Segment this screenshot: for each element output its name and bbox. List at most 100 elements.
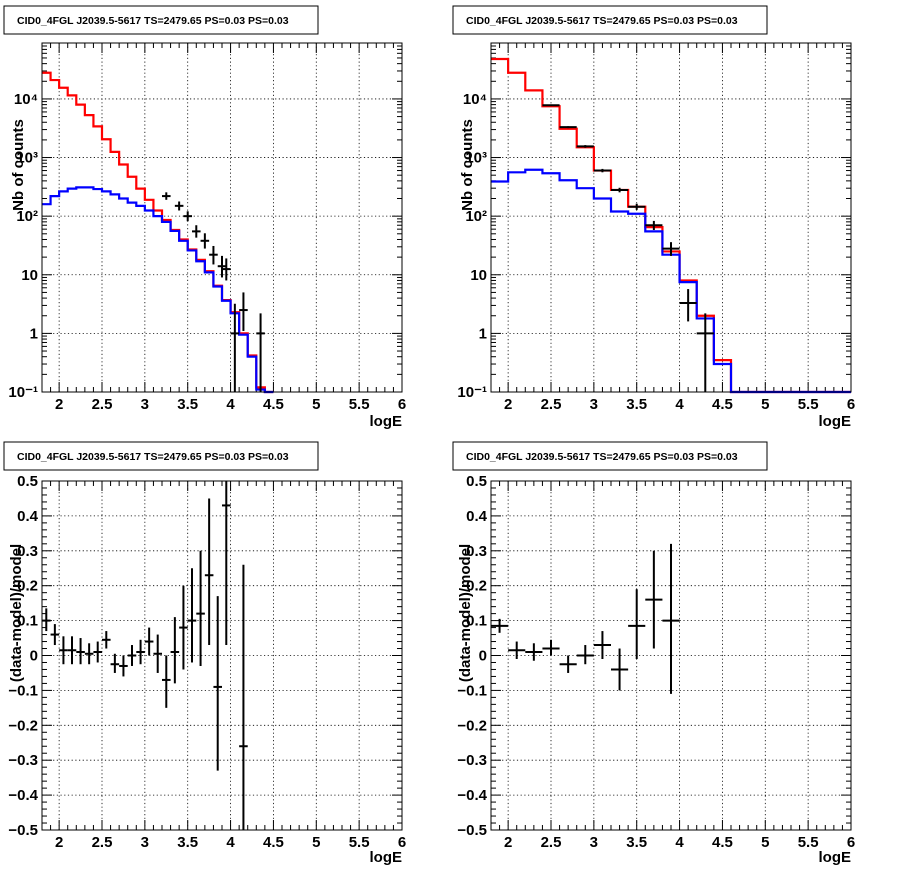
- y-tick-label: −0.2: [8, 717, 38, 734]
- x-tick-label: 6: [847, 834, 855, 851]
- data-point: [192, 225, 201, 238]
- y-tick-label: 0: [30, 648, 38, 665]
- data-point: [239, 292, 248, 331]
- panel-title: CID0_4FGL J2039.5-5617 TS=2479.65 PS=0.0…: [17, 451, 289, 463]
- x-tick-label: 3.5: [626, 834, 647, 851]
- y-tick-label: −0.3: [8, 752, 38, 769]
- data-point: [42, 608, 51, 632]
- x-tick-label: 2.5: [541, 396, 562, 413]
- x-tick-label: 5.5: [349, 834, 370, 851]
- data-point: [196, 550, 205, 666]
- data-point: [209, 245, 218, 265]
- data-point: [84, 643, 94, 665]
- y-tick-label: 10⁻¹: [457, 384, 487, 401]
- y-tick-label: −0.1: [457, 682, 487, 699]
- data-point: [611, 187, 629, 193]
- plot-frame: [490, 42, 852, 393]
- x-tick-label: 3: [141, 396, 149, 413]
- y-tick-label: 1: [30, 325, 38, 342]
- data-point: [67, 636, 77, 665]
- panel-title-box: [3, 5, 319, 35]
- data-point: [491, 618, 509, 633]
- data-point: [102, 631, 111, 649]
- data-point: [628, 589, 646, 659]
- data-point: [110, 653, 120, 673]
- y-tick-label: 10⁴: [14, 91, 38, 108]
- x-tick-label: 3.5: [177, 396, 198, 413]
- x-tick-label: 4.5: [712, 396, 733, 413]
- data-point: [662, 543, 680, 694]
- data-point: [542, 104, 560, 107]
- x-tick-label: 2: [504, 396, 512, 413]
- x-tick-label: 4.5: [712, 834, 733, 851]
- data-point: [162, 192, 171, 200]
- x-tick-label: 5: [761, 834, 769, 851]
- data-point: [174, 201, 184, 211]
- data-point: [525, 643, 543, 661]
- y-tick-label: 10⁻¹: [8, 384, 38, 401]
- y-tick-label: 0: [479, 648, 487, 665]
- x-tick-label: 4: [675, 834, 684, 851]
- x-tick-label: 5: [312, 396, 320, 413]
- data-point: [136, 639, 145, 665]
- data-point: [213, 596, 222, 771]
- data-point: [696, 313, 714, 392]
- data-point: [222, 481, 231, 646]
- x-tick-label: 4: [226, 396, 235, 413]
- data-point: [645, 550, 663, 649]
- y-tick-label: 10⁴: [463, 91, 487, 108]
- plot-area: 2 2.5 3 3.5 4 4.5 5 5.5 6 10⁻¹ 1 10 10² 10³ 10⁴: [8, 42, 406, 413]
- x-axis-label: logE: [370, 849, 403, 866]
- x-tick-label: 2: [504, 834, 512, 851]
- panel-top-left: CID0_4FGL J2039.5-5617 TS=2479.65 PS=0.0…: [3, 5, 406, 430]
- data-point: [628, 203, 646, 210]
- data-point: [183, 211, 192, 222]
- x-tick-label: 4: [675, 396, 684, 413]
- data-point: [200, 233, 210, 249]
- data-point: [217, 255, 227, 278]
- data-point: [593, 631, 611, 659]
- component-model-histogram: [42, 186, 274, 394]
- x-tick-label: 2.5: [92, 396, 113, 413]
- data-point: [162, 655, 171, 708]
- data-point: [611, 648, 629, 691]
- y-tick-label: 0.5: [466, 473, 487, 490]
- y-tick-label: −0.3: [457, 752, 487, 769]
- x-tick-label: 5.5: [798, 834, 819, 851]
- data-point: [542, 639, 560, 656]
- y-tick-label: −0.4: [457, 787, 487, 804]
- y-tick-label: 0.1: [466, 613, 487, 630]
- x-tick-label: 3: [590, 834, 598, 851]
- panel-title: CID0_4FGL J2039.5-5617 TS=2479.65 PS=0.0…: [466, 15, 738, 27]
- y-tick-label: 10: [470, 267, 487, 284]
- x-tick-label: 5: [761, 396, 769, 413]
- x-tick-label: 2: [55, 834, 63, 851]
- data-point: [559, 655, 577, 673]
- y-tick-label: 0.4: [466, 508, 488, 525]
- y-tick-label: 0.1: [17, 613, 38, 630]
- x-tick-label: 3.5: [177, 834, 198, 851]
- x-axis-label: logE: [819, 413, 852, 430]
- y-axis-label: (data-model)/model: [457, 544, 474, 682]
- x-tick-label: 6: [398, 834, 406, 851]
- total-model-histogram: [42, 71, 274, 394]
- panel-title-box: [452, 5, 768, 35]
- y-tick-label: 0.2: [466, 578, 487, 595]
- y-tick-label: 10²: [465, 208, 487, 225]
- x-tick-label: 2.5: [92, 834, 113, 851]
- data-point: [576, 145, 594, 148]
- data-point: [256, 313, 265, 392]
- panel-title-box: [452, 441, 768, 471]
- x-tick-label: 4.5: [263, 834, 284, 851]
- data-point: [59, 636, 68, 665]
- data-point: [179, 585, 188, 670]
- data-point: [50, 624, 60, 646]
- y-tick-label: 0.4: [17, 508, 39, 525]
- data-point: [662, 242, 680, 256]
- x-tick-label: 5.5: [349, 396, 370, 413]
- plot-area: 2 2.5 3 3.5 4 4.5 5 5.5 6 10⁻¹ 1 10 10² 10³ 10⁴: [457, 42, 855, 413]
- total-model-histogram: [491, 57, 851, 394]
- y-tick-label: 0.2: [17, 578, 38, 595]
- y-tick-label: 10: [21, 267, 38, 284]
